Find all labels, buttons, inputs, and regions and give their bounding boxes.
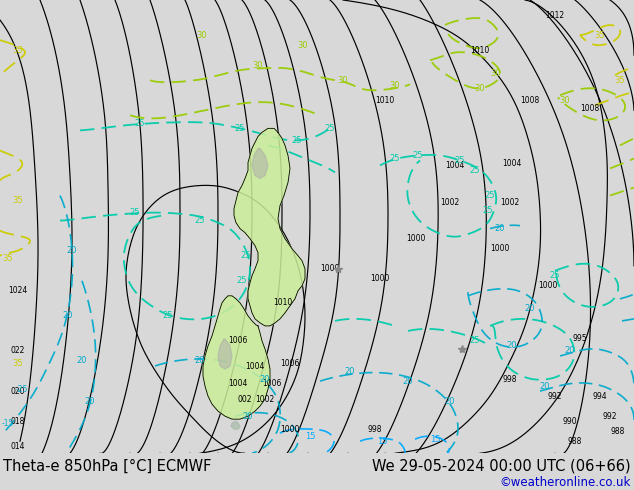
Text: 995: 995: [573, 335, 587, 343]
Text: 30: 30: [253, 61, 263, 70]
Text: 1006: 1006: [228, 337, 248, 345]
Text: 20: 20: [63, 311, 74, 320]
Text: 1000: 1000: [370, 274, 390, 283]
Text: 30: 30: [491, 69, 501, 78]
Text: 1008: 1008: [521, 96, 540, 105]
Text: 1000: 1000: [280, 425, 300, 434]
Text: 020: 020: [11, 387, 25, 395]
Text: 25: 25: [485, 191, 495, 200]
Text: 1010: 1010: [375, 96, 394, 105]
Text: -25: -25: [16, 385, 28, 393]
Text: 1004: 1004: [245, 362, 264, 370]
Text: 25: 25: [413, 151, 424, 160]
Text: 30: 30: [560, 96, 571, 105]
Text: 20: 20: [444, 396, 455, 406]
Text: We 29-05-2024 00:00 UTC (06+66): We 29-05-2024 00:00 UTC (06+66): [372, 459, 631, 474]
Text: 15: 15: [305, 432, 315, 441]
Text: 1002: 1002: [256, 394, 275, 404]
Polygon shape: [203, 296, 270, 419]
Text: 20: 20: [507, 342, 517, 350]
Text: 30: 30: [475, 84, 485, 93]
Text: 1010: 1010: [273, 298, 293, 307]
Text: 988: 988: [611, 427, 625, 436]
Text: 25: 25: [482, 206, 493, 215]
Text: 1024: 1024: [8, 286, 28, 295]
Text: 20: 20: [540, 382, 550, 391]
Text: 20: 20: [345, 367, 355, 375]
Text: 022: 022: [11, 346, 25, 355]
Text: 25: 25: [236, 276, 247, 285]
Text: 30: 30: [338, 76, 348, 85]
Polygon shape: [252, 148, 268, 178]
Text: 35: 35: [13, 196, 23, 205]
Text: 25: 25: [135, 119, 145, 128]
Text: 002: 002: [238, 394, 252, 404]
Text: 1004: 1004: [445, 161, 465, 170]
Text: 1004: 1004: [228, 379, 248, 388]
Text: 15: 15: [430, 435, 440, 444]
Text: 1012: 1012: [545, 11, 564, 20]
Text: 25: 25: [235, 124, 245, 133]
Text: 1000: 1000: [320, 264, 340, 273]
Text: 014: 014: [11, 441, 25, 451]
Text: 25: 25: [470, 337, 480, 345]
Text: 992: 992: [603, 412, 618, 420]
Text: 20: 20: [565, 346, 575, 355]
Text: 1000: 1000: [490, 244, 510, 253]
Text: 992: 992: [548, 392, 562, 401]
Text: 20: 20: [67, 246, 77, 255]
Text: 25: 25: [550, 271, 560, 280]
Text: 25: 25: [241, 251, 251, 260]
Text: 20: 20: [195, 357, 205, 366]
Text: 35: 35: [3, 254, 13, 263]
Text: 35: 35: [615, 76, 625, 85]
Text: Theta-e 850hPa [°C] ECMWF: Theta-e 850hPa [°C] ECMWF: [3, 459, 211, 474]
Text: 20: 20: [260, 374, 270, 384]
Text: 1010: 1010: [470, 46, 489, 55]
Text: 20: 20: [495, 224, 505, 233]
Text: 988: 988: [568, 437, 582, 446]
Text: 30: 30: [298, 41, 308, 49]
Text: 998: 998: [368, 425, 382, 434]
Text: 20: 20: [85, 396, 95, 406]
Text: -15: -15: [2, 418, 14, 428]
Text: 20: 20: [403, 376, 413, 386]
Text: 1008: 1008: [580, 104, 600, 113]
Text: 25: 25: [195, 216, 205, 225]
Text: 990: 990: [563, 416, 578, 426]
Text: 25: 25: [292, 136, 302, 145]
Text: 1006: 1006: [280, 359, 300, 368]
Text: 25: 25: [455, 156, 465, 165]
Text: 994: 994: [593, 392, 607, 401]
Text: 25: 25: [325, 124, 335, 133]
Text: 1002: 1002: [441, 198, 460, 207]
Text: 35: 35: [595, 30, 605, 40]
Text: 1004: 1004: [502, 159, 522, 168]
Text: 15: 15: [377, 437, 387, 446]
Polygon shape: [218, 339, 232, 369]
Text: 35: 35: [13, 359, 23, 368]
Text: 1000: 1000: [406, 234, 425, 243]
Text: 25: 25: [470, 166, 480, 175]
Text: 018: 018: [11, 416, 25, 426]
Text: 30: 30: [390, 81, 400, 90]
Text: 1006: 1006: [262, 379, 281, 388]
Text: 30: 30: [197, 30, 207, 40]
Text: ©weatheronline.co.uk: ©weatheronline.co.uk: [500, 476, 631, 489]
Text: 20: 20: [525, 304, 535, 313]
Text: 20: 20: [243, 412, 253, 420]
Text: 25: 25: [390, 154, 400, 163]
Polygon shape: [234, 128, 305, 326]
Polygon shape: [231, 421, 240, 429]
Text: 998: 998: [503, 374, 517, 384]
Text: 35: 35: [13, 46, 23, 55]
Text: 1002: 1002: [500, 198, 520, 207]
Text: 20: 20: [77, 357, 87, 366]
Text: 1000: 1000: [538, 281, 558, 290]
Text: 25: 25: [130, 208, 140, 217]
Text: 25: 25: [163, 311, 173, 320]
